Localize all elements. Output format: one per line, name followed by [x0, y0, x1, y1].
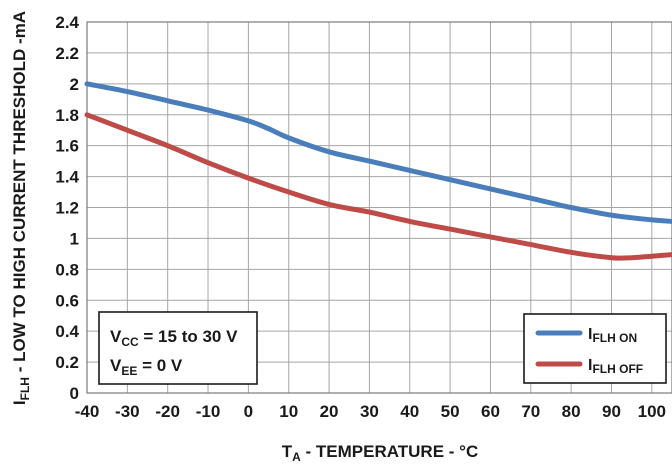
x-title-rest: - TEMPERATURE - °C	[301, 442, 478, 461]
x-tick-label: -10	[196, 402, 221, 421]
x-tick-label: 90	[602, 402, 621, 421]
y-tick-label: 0.6	[55, 291, 79, 310]
vee-rest: = 0 V	[137, 356, 183, 375]
x-tick-label: 80	[562, 402, 581, 421]
x-tick-label: 30	[360, 402, 379, 421]
x-tick-label: 70	[521, 402, 540, 421]
legend-on-sub: FLH ON	[592, 331, 637, 345]
tick-labels: 00.20.40.60.811.21.41.61.822.22.4-40 -30-…	[55, 13, 666, 421]
legend-off-main: I	[588, 357, 592, 374]
y-tick-label: 2.2	[55, 44, 79, 63]
plot-area-frame	[86, 21, 672, 394]
x-tick-label: -40	[75, 402, 100, 421]
y-tick-label: 1.6	[55, 137, 79, 156]
y-tick-label: 2.4	[55, 13, 79, 32]
x-tick-label: 50	[441, 402, 460, 421]
y-tick-label: 1.4	[55, 168, 79, 187]
legend: IFLH ON IFLH OFF	[523, 313, 667, 384]
conditions-box: VCC = 15 to 30 V VEE = 0 V	[98, 311, 258, 385]
x-tick-label: 20	[320, 402, 339, 421]
vcc-condition: VCC = 15 to 30 V	[110, 327, 238, 349]
x-tick-label: -20	[155, 402, 180, 421]
legend-label-off: IFLH OFF	[588, 357, 643, 376]
y-tick-label: 0.8	[55, 260, 79, 279]
legend-frame	[523, 313, 667, 384]
y-tick-label: 0.4	[55, 322, 79, 341]
vcc-sub: CC	[121, 335, 139, 349]
x-tick-label: 0	[244, 402, 253, 421]
vee-main: V	[110, 356, 122, 375]
conditions-frame	[98, 311, 258, 385]
vee-condition: VEE = 0 V	[110, 356, 183, 378]
series-line-iflh-off	[84, 112, 672, 261]
vcc-rest: = 15 to 30 V	[139, 327, 238, 346]
x-tick-label: 100	[638, 402, 666, 421]
legend-on-main: I	[588, 326, 592, 343]
y-tick-label: 1.8	[55, 106, 79, 125]
legend-off-sub: FLH OFF	[592, 362, 643, 376]
y-tick-label: 2	[70, 75, 79, 94]
y-tick-label: 0.2	[55, 353, 79, 372]
vcc-main: V	[110, 327, 122, 346]
series-line-iflh-on	[84, 81, 672, 224]
y-title-main: I	[10, 400, 29, 405]
legend-label-on: IFLH ON	[588, 326, 637, 345]
series-group	[84, 81, 672, 261]
x-tick-label: 60	[481, 402, 500, 421]
x-tick-label: 10	[279, 402, 298, 421]
y-tick-label: 1.2	[55, 199, 79, 218]
x-title-main: T	[282, 442, 293, 461]
vee-sub: EE	[121, 364, 137, 378]
x-tick-label: 40	[400, 402, 419, 421]
y-title-rest: - LOW TO HIGH CURRENT THRESHOLD -mA	[10, 11, 29, 377]
y-tick-label: 1	[70, 229, 79, 248]
y-title-sub: FLH	[18, 377, 32, 400]
x-title-sub: A	[292, 450, 301, 464]
y-tick-label: 0	[70, 384, 79, 403]
x-axis-title: TA - TEMPERATURE - °C	[282, 442, 478, 464]
y-axis-title: IFLH - LOW TO HIGH CURRENT THRESHOLD -mA	[10, 11, 32, 405]
x-tick-label: -30	[115, 402, 140, 421]
